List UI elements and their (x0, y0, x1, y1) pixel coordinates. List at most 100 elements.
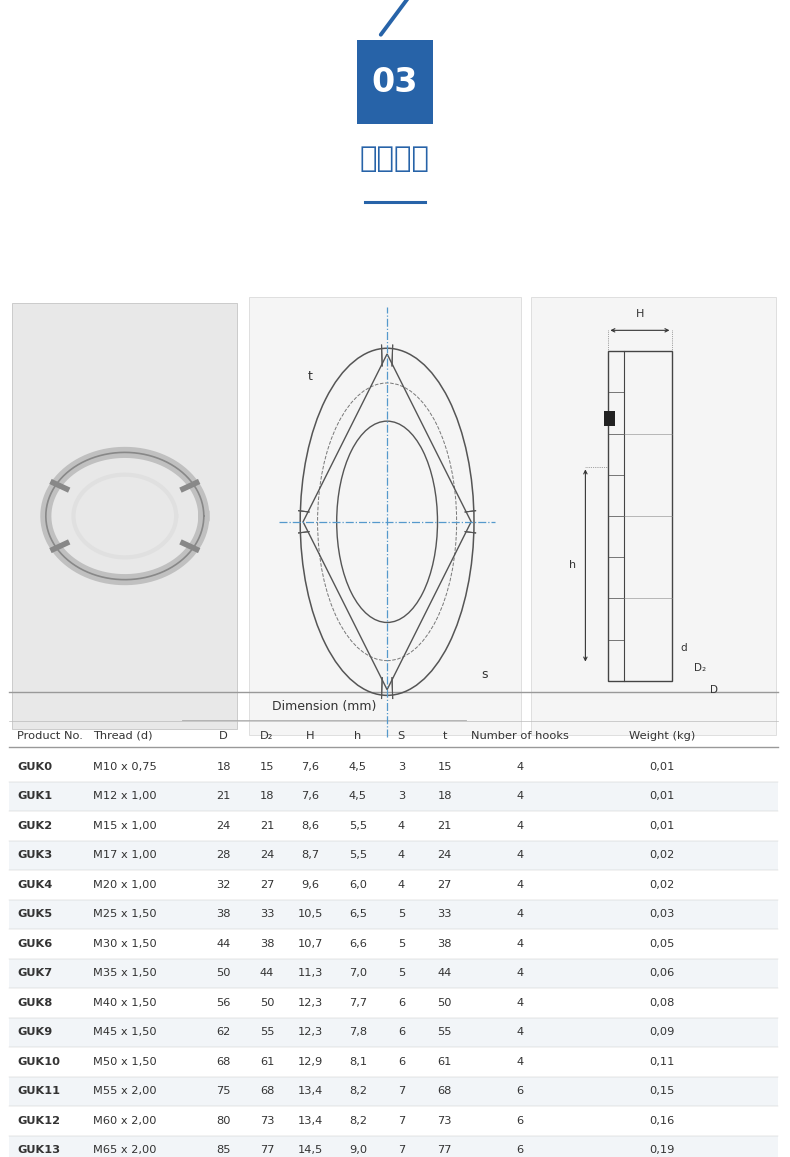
Text: Product No.: Product No. (17, 731, 83, 740)
Text: GUK9: GUK9 (17, 1027, 53, 1038)
Text: 0,09: 0,09 (649, 1027, 675, 1038)
Text: GUK7: GUK7 (17, 968, 52, 979)
Text: 73: 73 (438, 1115, 452, 1126)
Bar (9, 1047, 778, 1076)
Bar (9, 782, 778, 811)
Text: M30 x 1,50: M30 x 1,50 (93, 938, 157, 949)
Text: GUK6: GUK6 (17, 938, 53, 949)
Text: 4: 4 (516, 1056, 524, 1067)
Text: 61: 61 (438, 1056, 452, 1067)
Text: M25 x 1,50: M25 x 1,50 (93, 909, 157, 920)
Text: 4: 4 (516, 1027, 524, 1038)
Text: s: s (481, 668, 487, 681)
Text: 6: 6 (516, 1115, 524, 1126)
Text: 44: 44 (260, 968, 274, 979)
Text: 12,9: 12,9 (298, 1056, 323, 1067)
Text: 6: 6 (516, 1086, 524, 1097)
Text: M40 x 1,50: M40 x 1,50 (93, 997, 157, 1008)
Text: 12,3: 12,3 (298, 1027, 323, 1038)
Text: 14,5: 14,5 (298, 1145, 323, 1156)
Text: 7: 7 (397, 1086, 405, 1097)
Text: 7: 7 (397, 1145, 405, 1156)
Text: 4: 4 (397, 850, 405, 861)
Text: 8,6: 8,6 (302, 820, 319, 831)
Text: GUK8: GUK8 (17, 997, 53, 1008)
Text: 3: 3 (397, 761, 405, 772)
Bar (9, 752, 778, 782)
Text: 10,7: 10,7 (298, 938, 323, 949)
Text: 7,8: 7,8 (349, 1027, 367, 1038)
Text: 38: 38 (216, 909, 231, 920)
Text: 9,6: 9,6 (302, 879, 319, 890)
Text: 0,08: 0,08 (649, 997, 675, 1008)
Bar (608, 351, 672, 680)
Text: M17 x 1,00: M17 x 1,00 (93, 850, 157, 861)
Bar (9, 870, 778, 900)
Text: d: d (680, 643, 687, 653)
Bar (9, 900, 778, 929)
Text: M60 x 2,00: M60 x 2,00 (93, 1115, 156, 1126)
Text: D: D (219, 731, 228, 740)
Text: 68: 68 (260, 1086, 274, 1097)
Text: 27: 27 (260, 879, 274, 890)
Text: 68: 68 (216, 1056, 231, 1067)
Text: Weight (kg): Weight (kg) (629, 731, 695, 740)
Text: 6: 6 (516, 1145, 524, 1156)
Text: M10 x 0,75: M10 x 0,75 (93, 761, 157, 772)
Text: 8,7: 8,7 (302, 850, 319, 861)
Text: 33: 33 (260, 909, 274, 920)
Text: h: h (354, 731, 362, 740)
Text: 0,03: 0,03 (649, 909, 675, 920)
Text: 38: 38 (438, 938, 452, 949)
Text: 03: 03 (372, 66, 418, 98)
Text: 33: 33 (438, 909, 452, 920)
Text: 8,1: 8,1 (349, 1056, 367, 1067)
Text: 4: 4 (397, 820, 405, 831)
Text: 4: 4 (516, 761, 524, 772)
Text: h: h (569, 560, 576, 570)
Text: 4,5: 4,5 (349, 791, 367, 802)
Text: 0,01: 0,01 (649, 761, 675, 772)
Text: 4: 4 (516, 820, 524, 831)
Text: 15: 15 (438, 761, 452, 772)
Text: 6,6: 6,6 (349, 938, 367, 949)
Text: 3: 3 (397, 791, 405, 802)
Text: 5,5: 5,5 (349, 850, 367, 861)
Text: M45 x 1,50: M45 x 1,50 (93, 1027, 157, 1038)
Text: H: H (307, 731, 314, 740)
Text: 13,4: 13,4 (298, 1086, 323, 1097)
Text: 44: 44 (216, 938, 231, 949)
Text: 61: 61 (260, 1056, 274, 1067)
Text: 5: 5 (397, 938, 405, 949)
Text: 80: 80 (216, 1115, 231, 1126)
Text: 4: 4 (516, 879, 524, 890)
Text: 0,16: 0,16 (649, 1115, 675, 1126)
Text: M15 x 1,00: M15 x 1,00 (93, 820, 157, 831)
Text: M65 x 2,00: M65 x 2,00 (93, 1145, 156, 1156)
Text: D₂: D₂ (261, 731, 273, 740)
Text: 4,5: 4,5 (349, 761, 367, 772)
Text: 0,02: 0,02 (649, 850, 675, 861)
Text: 24: 24 (260, 850, 274, 861)
Text: 32: 32 (216, 879, 231, 890)
Text: 6,0: 6,0 (349, 879, 367, 890)
Text: 0,15: 0,15 (649, 1086, 675, 1097)
Text: 5: 5 (397, 968, 405, 979)
Bar (9, 811, 778, 840)
Text: 77: 77 (438, 1145, 452, 1156)
Text: 55: 55 (438, 1027, 452, 1038)
Text: 8,2: 8,2 (349, 1115, 367, 1126)
Text: 6,5: 6,5 (349, 909, 367, 920)
Text: 75: 75 (216, 1086, 231, 1097)
Text: 50: 50 (260, 997, 274, 1008)
Text: 38: 38 (260, 938, 274, 949)
Text: 24: 24 (438, 850, 452, 861)
Text: 7,0: 7,0 (349, 968, 367, 979)
Text: 28: 28 (216, 850, 231, 861)
Text: Dimension (mm): Dimension (mm) (272, 700, 376, 713)
Text: 77: 77 (260, 1145, 274, 1156)
Text: GUK1: GUK1 (17, 791, 52, 802)
Text: 13,4: 13,4 (298, 1115, 323, 1126)
Text: GUK10: GUK10 (17, 1056, 60, 1067)
Text: 7,6: 7,6 (302, 761, 319, 772)
